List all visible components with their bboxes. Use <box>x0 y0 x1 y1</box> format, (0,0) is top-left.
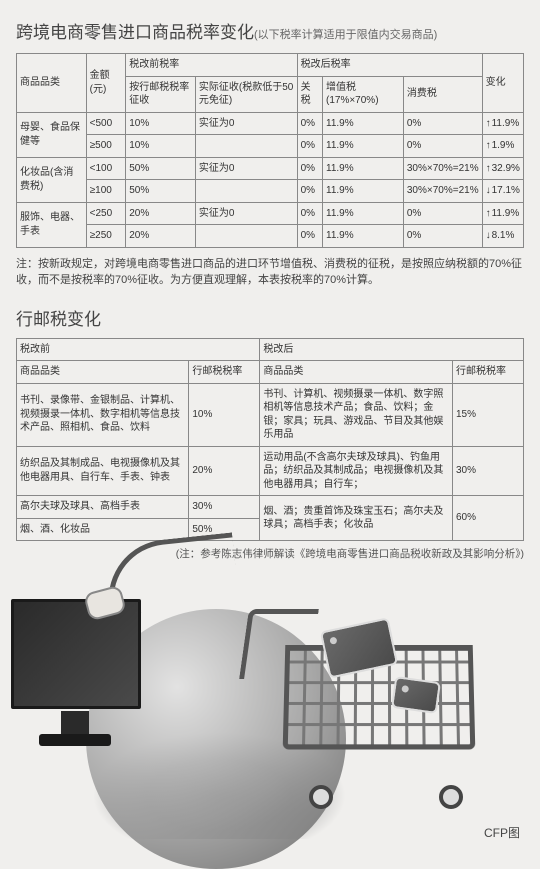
table-row: 高尔夫球及球具、高档手表30%烟、酒；贵重首饰及珠宝玉石；高尔夫及球具；高档手表… <box>17 496 524 519</box>
col-pre1: 按行邮税税率征收 <box>126 76 196 112</box>
main-title: 跨境电商零售进口商品税率变化(以下税率计算适用于限值内交易商品) <box>16 18 524 43</box>
cell: 书刊、计算机、视频摄录一体机、数字照相机等信息技术产品；食品、饮料；金银；家具；… <box>260 383 453 446</box>
cell: 30%×70%=21% <box>403 157 482 180</box>
col-pre2: 实际征收(税款低于50元免征) <box>195 76 297 112</box>
cell: 烟、酒、化妆品 <box>17 518 189 541</box>
cell-change: 32.9% <box>482 157 523 180</box>
cell: 10% <box>126 112 196 135</box>
cart-graphic <box>254 589 494 809</box>
cell: 纺织品及其制成品、电视摄像机及其他电器用具、自行车、手表、钟表 <box>17 446 189 496</box>
cell: 0% <box>297 202 322 225</box>
cell: 烟、酒；贵重首饰及珠宝玉石；高尔夫及球具；高档手表；化妆品 <box>260 496 453 541</box>
table-row: 母婴、食品保健等<50010%实征为00%11.9%0%11.9% <box>17 112 524 135</box>
cell: 30% <box>189 496 260 519</box>
cell: <500 <box>86 112 126 135</box>
cell: 11.9% <box>323 135 404 158</box>
cell: 实征为0 <box>195 202 297 225</box>
cell-change: 11.9% <box>482 112 523 135</box>
cell-change: 11.9% <box>482 202 523 225</box>
cell: 10% <box>189 383 260 446</box>
cell: 0% <box>297 135 322 158</box>
cell: 实征为0 <box>195 157 297 180</box>
cell: 11.9% <box>323 202 404 225</box>
cell-category: 化妆品(含消费税) <box>17 157 87 202</box>
title-text: 跨境电商零售进口商品税率变化 <box>16 23 254 42</box>
t2-post: 税改后 <box>260 338 524 361</box>
t2-rate2: 行邮税税率 <box>453 361 524 384</box>
col-category: 商品品类 <box>17 54 87 113</box>
col-post1: 关税 <box>297 76 322 112</box>
col-post: 税改后税率 <box>297 54 482 77</box>
cell: 50% <box>126 180 196 203</box>
cell-category: 母婴、食品保健等 <box>17 112 87 157</box>
cell: 11.9% <box>323 157 404 180</box>
table-row: ≥10050% 0%11.9%30%×70%=21%17.1% <box>17 180 524 203</box>
col-pre: 税改前税率 <box>126 54 297 77</box>
price-tag-icon <box>391 676 441 714</box>
cell <box>195 135 297 158</box>
cell: 0% <box>403 202 482 225</box>
t2-rate1: 行邮税税率 <box>189 361 260 384</box>
cell: 0% <box>297 157 322 180</box>
col-post3: 消费税 <box>403 76 482 112</box>
table-row: 纺织品及其制成品、电视摄像机及其他电器用具、自行车、手表、钟表20%运动用品(不… <box>17 446 524 496</box>
illustration <box>16 549 524 839</box>
cell-change: 17.1% <box>482 180 523 203</box>
t2-cat1: 商品品类 <box>17 361 189 384</box>
postal-tax-table: 税改前 税改后 商品品类 行邮税税率 商品品类 行邮税税率 书刊、录像带、金银制… <box>16 338 524 542</box>
cell: 高尔夫球及球具、高档手表 <box>17 496 189 519</box>
cell: 11.9% <box>323 225 404 248</box>
t2-cat2: 商品品类 <box>260 361 453 384</box>
col-post2: 增值税(17%×70%) <box>323 76 404 112</box>
table1-note: 注：按新政规定，对跨境电商零售进口商品的进口环节增值税、消费税的征税，是按照应纳… <box>16 256 524 289</box>
cell: 11.9% <box>323 112 404 135</box>
cell: 60% <box>453 496 524 541</box>
cell: 0% <box>403 135 482 158</box>
cell: 书刊、录像带、金银制品、计算机、视频摄录一体机、数字相机等信息技术产品、照相机、… <box>17 383 189 446</box>
cell: <250 <box>86 202 126 225</box>
monitor-graphic <box>11 599 151 749</box>
cell-change: 8.1% <box>482 225 523 248</box>
cell: 20% <box>126 202 196 225</box>
cell-category: 服饰、电器、手表 <box>17 202 87 247</box>
cell: 0% <box>297 180 322 203</box>
col-amount: 金额(元) <box>86 54 126 113</box>
cell: 0% <box>403 112 482 135</box>
cell: 50% <box>126 157 196 180</box>
title2: 行邮税变化 <box>16 305 524 330</box>
image-credit: CFP图 <box>484 824 520 841</box>
cell: 运动用品(不含高尔夫球及球具)、钓鱼用品；纺织品及其制成品；电视摄像机及其他电器… <box>260 446 453 496</box>
tax-change-table: 商品品类 金额(元) 税改前税率 税改后税率 变化 按行邮税税率征收 实际征收(… <box>16 53 524 248</box>
table-row: 化妆品(含消费税)<10050%实征为00%11.9%30%×70%=21%32… <box>17 157 524 180</box>
cell: 20% <box>189 446 260 496</box>
t2-pre: 税改前 <box>17 338 260 361</box>
cell: 15% <box>453 383 524 446</box>
table-row: ≥25020%0%11.9%0%8.1% <box>17 225 524 248</box>
cell: 0% <box>403 225 482 248</box>
cell-change: 1.9% <box>482 135 523 158</box>
title-sub: (以下税率计算适用于限值内交易商品) <box>254 29 437 41</box>
col-change: 变化 <box>482 54 523 113</box>
cell <box>195 180 297 203</box>
table-row: 服饰、电器、手表<25020%实征为00%11.9%0%11.9% <box>17 202 524 225</box>
cell: 11.9% <box>323 180 404 203</box>
cell <box>195 225 297 248</box>
table-row: ≥50010%0%11.9%0%1.9% <box>17 135 524 158</box>
cell: 20% <box>126 225 196 248</box>
cell: 10% <box>126 135 196 158</box>
table-row: 书刊、录像带、金银制品、计算机、视频摄录一体机、数字相机等信息技术产品、照相机、… <box>17 383 524 446</box>
cell: 30% <box>453 446 524 496</box>
cell: ≥100 <box>86 180 126 203</box>
cell: 0% <box>297 112 322 135</box>
cell: <100 <box>86 157 126 180</box>
cell: 实征为0 <box>195 112 297 135</box>
cell: 0% <box>297 225 322 248</box>
cell: 30%×70%=21% <box>403 180 482 203</box>
cell: ≥250 <box>86 225 126 248</box>
cell: ≥500 <box>86 135 126 158</box>
